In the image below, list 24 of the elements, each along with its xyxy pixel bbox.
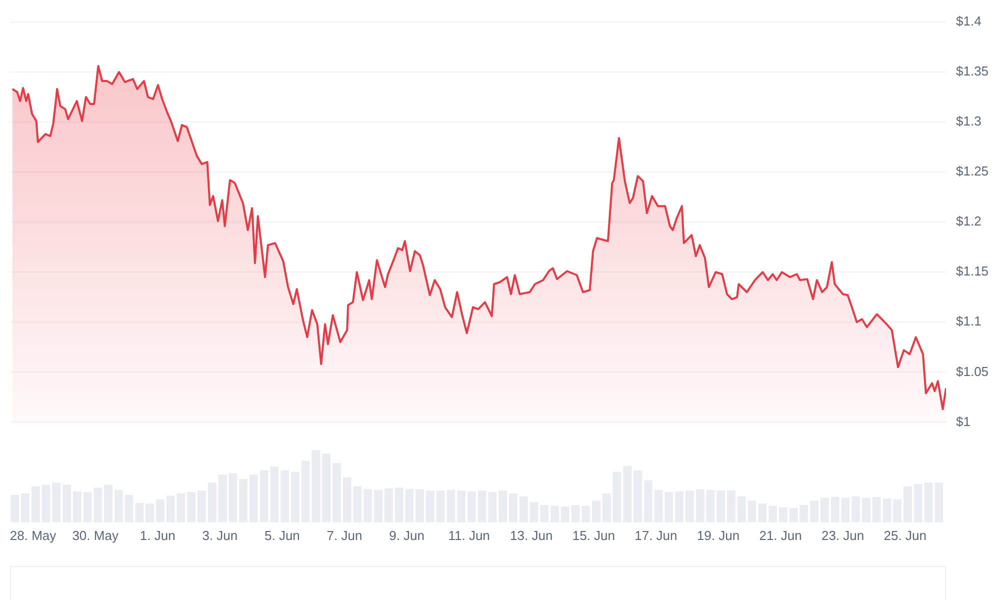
y-tick-label: $1.1 <box>956 314 982 329</box>
x-tick-label: 5. Jun <box>264 528 300 543</box>
y-tick-label: $1.25 <box>956 164 989 179</box>
x-tick-label: 30. May <box>72 528 119 543</box>
y-tick-label: $1.2 <box>956 214 982 229</box>
x-tick-label: 25. Jun <box>884 528 926 543</box>
x-tick-label: 19. Jun <box>696 528 740 543</box>
x-tick-label: 1. Jun <box>140 528 176 543</box>
x-tick-label: 3. Jun <box>202 528 238 543</box>
x-tick-label: 17. Jun <box>634 528 678 543</box>
x-tick-label: 23. Jun <box>822 528 864 543</box>
x-tick-label: 7. Jun <box>326 528 362 543</box>
y-tick-label: $1.3 <box>956 114 982 129</box>
y-tick-label: $1.15 <box>956 264 989 279</box>
y-tick-label: $1.4 <box>956 14 982 29</box>
x-tick-label: 21. Jun <box>759 528 802 543</box>
x-tick-label: 11. Jun <box>448 528 490 543</box>
y-tick-label: $1 <box>956 414 970 429</box>
x-tick-label: 13. Jun <box>510 528 553 543</box>
x-tick-label: 9. Jun <box>389 528 424 543</box>
x-tick-label: 28. May <box>10 528 57 543</box>
y-tick-label: $1.05 <box>956 364 989 379</box>
x-tick-label: 15. Jun <box>572 528 615 543</box>
y-tick-label: $1.35 <box>956 64 989 79</box>
